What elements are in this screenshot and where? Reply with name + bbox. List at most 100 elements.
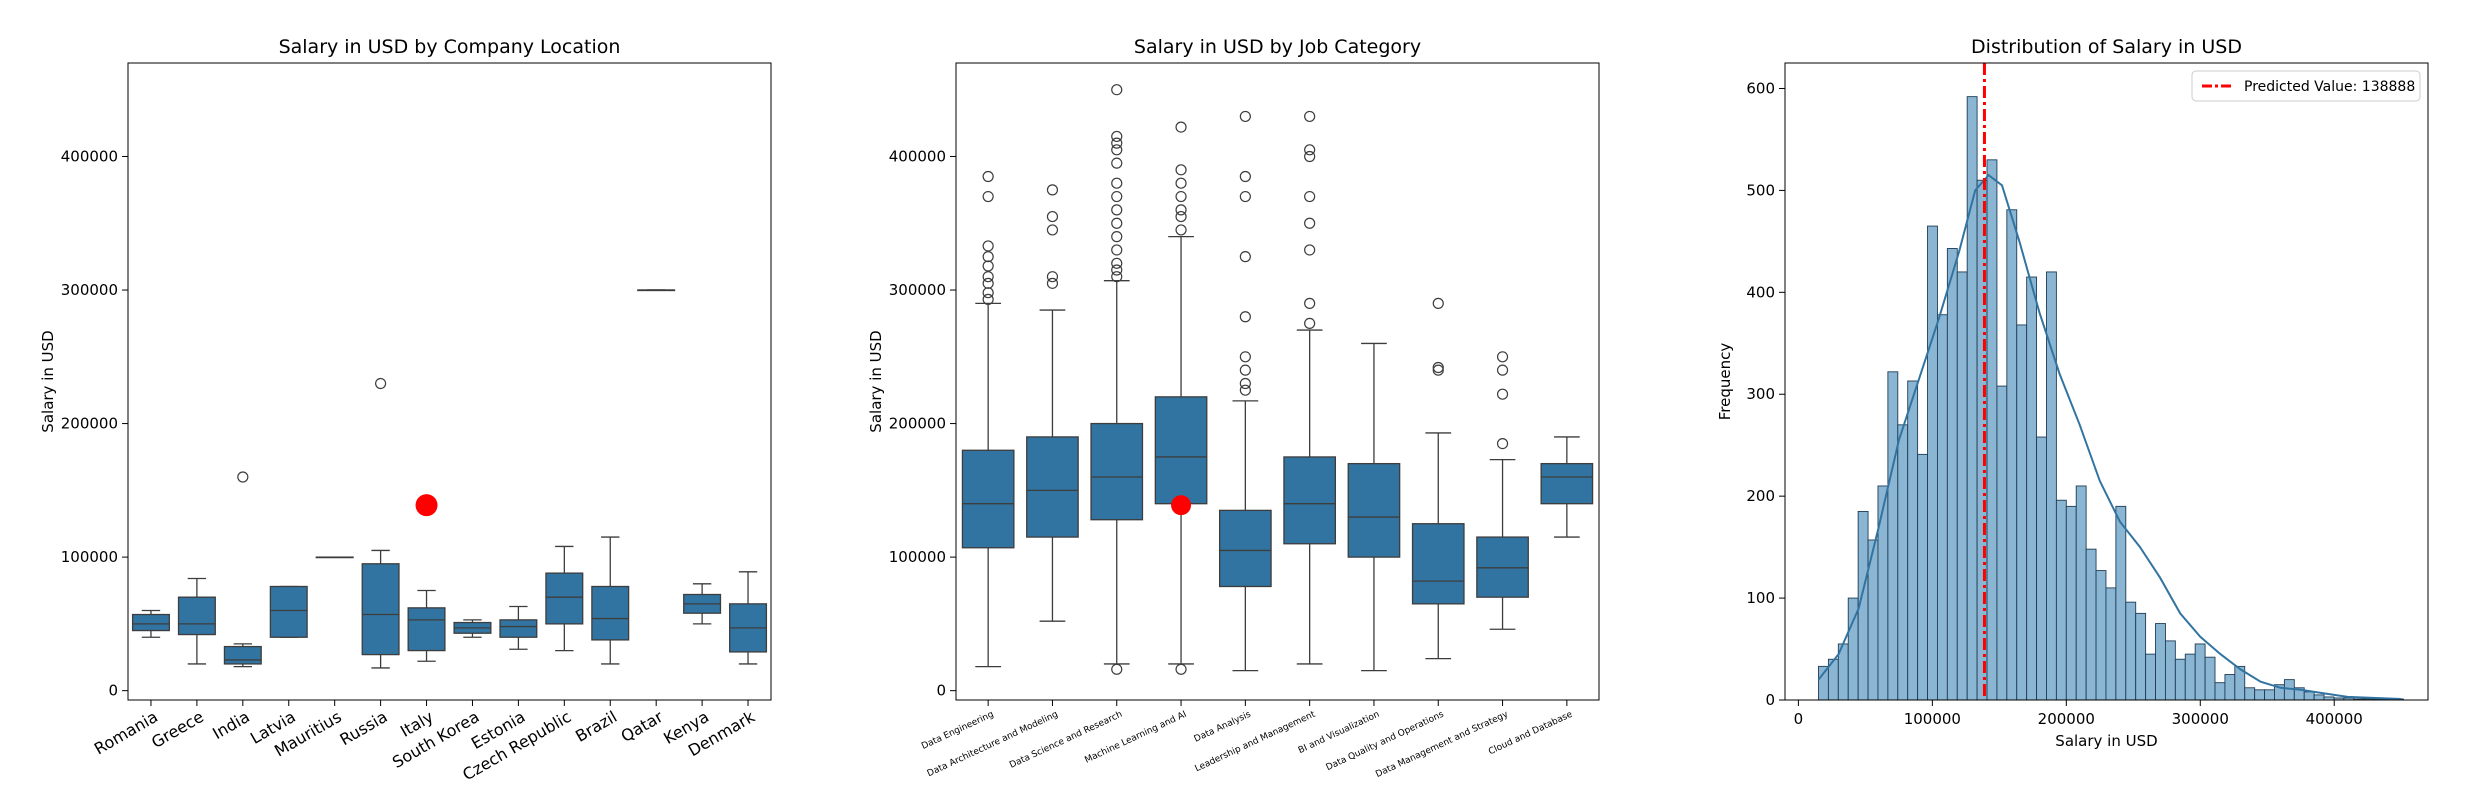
outlier-point: [1111, 663, 1123, 675]
outlier-point: [1111, 264, 1123, 276]
outlier-point: [1239, 170, 1251, 183]
box-body: [545, 572, 584, 625]
legend-label: Predicted Value: 138888: [2244, 79, 2415, 95]
outlier-point: [1239, 351, 1251, 363]
histogram-bar: [2313, 694, 2325, 701]
outlier-point: [1304, 317, 1316, 330]
outlier-point: [982, 287, 994, 299]
y-tick-label: 400: [1746, 283, 1775, 301]
plot-area: [961, 84, 1594, 675]
outlier-point: [1496, 388, 1509, 400]
x-tick-label: 100000: [1904, 710, 1961, 728]
outlier-point: [1239, 384, 1251, 396]
histogram-bar: [1917, 453, 1928, 701]
box-9: [1540, 436, 1594, 538]
histogram-bar: [1887, 371, 1899, 701]
histogram-bar: [2303, 691, 2315, 701]
histogram-bar: [2115, 505, 2127, 701]
box-9: [545, 545, 584, 652]
outlier-point: [1175, 204, 1187, 216]
histogram-bar: [2184, 653, 2196, 701]
outlier-point: [1304, 110, 1316, 123]
box-6: [1347, 342, 1401, 672]
outlier-point: [1239, 190, 1251, 203]
y-tick-label: 0: [936, 682, 946, 700]
box-6: [407, 589, 446, 662]
box-4: [1218, 110, 1272, 672]
box-body: [1154, 396, 1208, 505]
histogram-bar: [1897, 424, 1909, 701]
outlier-point: [1304, 217, 1316, 229]
outlier-point: [1046, 210, 1059, 223]
histogram-bar: [2155, 623, 2166, 701]
outlier-point: [1304, 190, 1316, 203]
outlier-point: [1304, 297, 1316, 309]
chart-title: Salary in USD by Company Location: [279, 36, 621, 58]
outlier-point: [982, 190, 994, 203]
outlier-point: [982, 260, 994, 272]
outlier-point: [1111, 157, 1123, 169]
histogram-bar: [2095, 570, 2107, 701]
y-tick-label: 0: [1765, 691, 1775, 709]
histogram-bar: [2224, 674, 2236, 701]
outlier-point: [1304, 144, 1316, 156]
outlier-point: [1239, 377, 1251, 390]
x-tick-label: 300000: [2172, 710, 2229, 728]
outlier-point: [1111, 144, 1123, 156]
outlier-point: [1111, 244, 1123, 256]
histogram-bar: [2105, 587, 2117, 701]
histogram-bar: [2075, 485, 2087, 701]
box-12: [683, 583, 722, 625]
histogram-bar: [1907, 380, 1919, 701]
histogram-bar: [2016, 324, 2028, 701]
chart-title: Salary in USD by Job Category: [1134, 36, 1421, 58]
box-body: [1283, 456, 1337, 545]
box-13: [729, 571, 768, 665]
outlier-point: [1239, 311, 1251, 323]
y-axis-label: Salary in USD: [39, 330, 57, 432]
outlier-point: [1111, 130, 1123, 143]
box-5: [361, 377, 400, 669]
histogram-bar: [2135, 612, 2147, 701]
outlier-point: [1496, 351, 1509, 363]
outlier-point: [1046, 224, 1059, 236]
outlier-point: [237, 471, 249, 483]
predicted-value-marker: [415, 494, 438, 517]
box-1: [177, 577, 216, 665]
axes-frame: [955, 62, 1600, 701]
axes-frame: [1784, 62, 2429, 701]
histogram-bar: [2164, 640, 2176, 701]
legend: Predicted Value: 138888: [2191, 70, 2421, 102]
box-body: [1090, 422, 1144, 521]
box-body: [1540, 462, 1594, 505]
histogram-bar: [2194, 643, 2206, 701]
legend-frame: [2191, 70, 2421, 102]
box-1: [1026, 184, 1079, 622]
box-body: [1476, 536, 1529, 598]
outlier-point: [1111, 177, 1123, 189]
histogram-bar: [1956, 271, 1968, 701]
box-body: [1347, 462, 1401, 558]
histogram-bar: [1946, 248, 1958, 701]
outlier-point: [982, 271, 994, 283]
outlier-point: [1046, 184, 1059, 196]
y-tick-label: 300000: [889, 281, 946, 299]
outlier-point: [375, 377, 387, 390]
box-body: [1411, 523, 1465, 605]
outlier-point: [1239, 110, 1251, 123]
y-tick-label: 100000: [61, 548, 118, 566]
outlier-point: [1175, 164, 1187, 176]
box-8: [499, 605, 538, 650]
x-axis-label: Salary in USD: [2055, 732, 2157, 750]
outlier-point: [1496, 364, 1509, 376]
histogram-bar: [1936, 314, 1948, 701]
outlier-point: [1239, 364, 1251, 376]
histogram-bar: [2026, 276, 2038, 701]
y-tick-label: 400000: [61, 147, 118, 165]
y-tick-label: 200000: [889, 415, 946, 433]
y-tick-label: 0: [108, 682, 118, 700]
histogram-bar: [1877, 485, 1889, 701]
outlier-point: [982, 240, 994, 252]
